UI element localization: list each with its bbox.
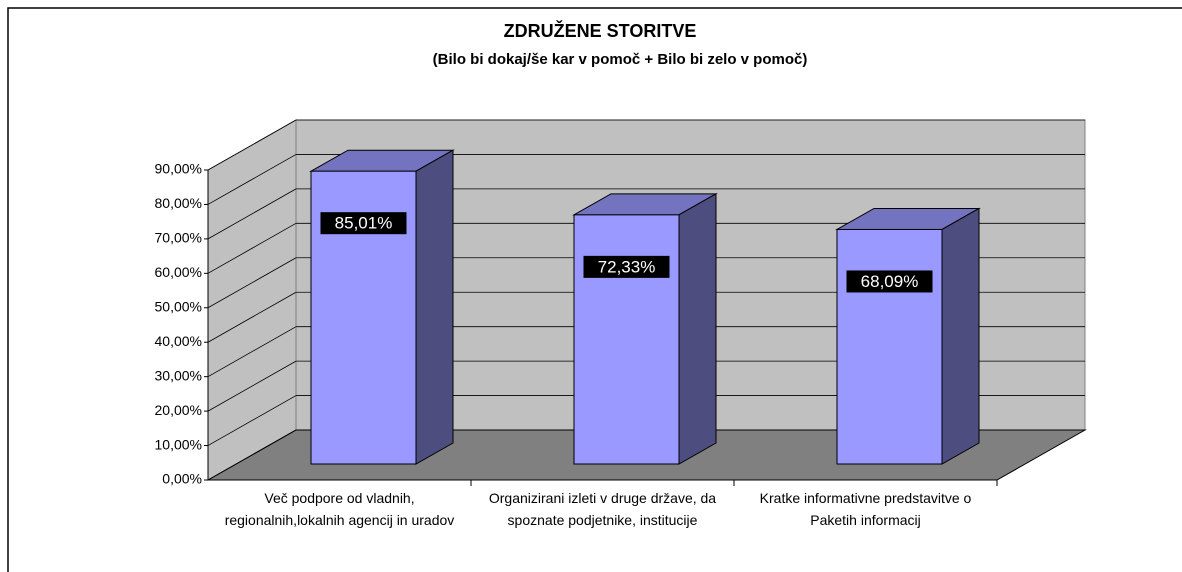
- y-tick-label: 10,00%: [155, 436, 202, 452]
- grid-line: [207, 154, 297, 205]
- grid-line: [207, 429, 297, 481]
- x-tick-label: Kratke informativne predstavitve o Paket…: [759, 490, 972, 528]
- chart-border: [7, 7, 1182, 572]
- value-label: 72,33%: [598, 257, 656, 276]
- y-tick-label: 0,00%: [162, 471, 202, 487]
- y-tick-label: 30,00%: [155, 367, 202, 383]
- bar: [573, 214, 680, 465]
- grid-line: [207, 291, 297, 343]
- value-label-bg: [583, 255, 670, 278]
- value-label-bg: [320, 212, 407, 235]
- bar-side: [941, 207, 980, 465]
- grid-line: [207, 257, 297, 309]
- chart-subtitle: (Bilo bi dokaj/še kar v pomoč + Bilo bi …: [433, 51, 808, 68]
- y-tick-label: 90,00%: [155, 161, 202, 177]
- y-tick-label: 80,00%: [155, 195, 202, 211]
- value-label-bg: [846, 270, 933, 293]
- y-tick-label: 50,00%: [155, 298, 202, 314]
- grid-line: [207, 188, 297, 240]
- x-tick-label: Organizirani izleti v druge države, da s…: [488, 490, 717, 528]
- y-tick-label: 20,00%: [155, 402, 202, 418]
- grid-line: [207, 360, 297, 412]
- chart-title: ZDRUŽENE STORITVE: [504, 20, 697, 41]
- bar-side: [678, 193, 717, 465]
- bar-side: [415, 149, 454, 465]
- x-tick-label: Več podpore od vladnih, regionalnih,loka…: [224, 490, 455, 528]
- value-label: 68,09%: [861, 272, 919, 291]
- value-label: 85,01%: [335, 214, 393, 233]
- grid-line: [207, 222, 297, 274]
- grid-line: [207, 395, 297, 446]
- y-tick-label: 40,00%: [155, 333, 202, 349]
- grid-line: [207, 326, 297, 378]
- y-tick-label: 70,00%: [155, 230, 202, 246]
- grid-line: [207, 119, 297, 171]
- bar: [836, 228, 943, 465]
- y-tick-label: 60,00%: [155, 264, 202, 280]
